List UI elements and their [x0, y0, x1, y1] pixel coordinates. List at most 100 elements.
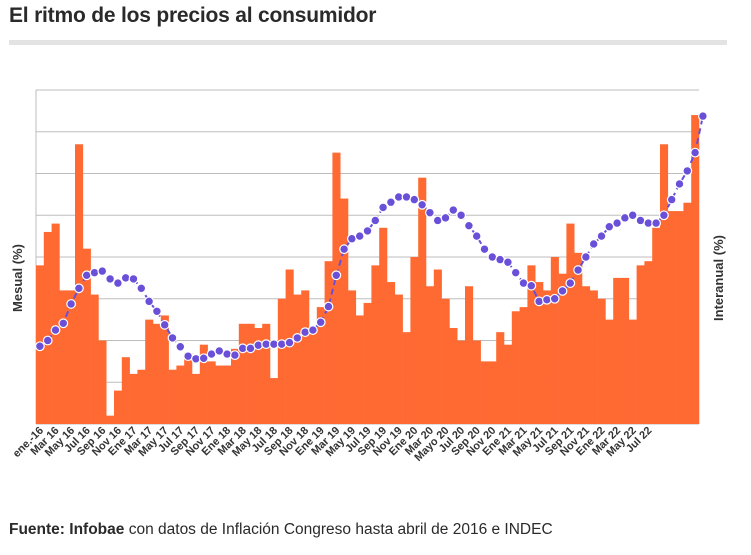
- annual-point: [440, 212, 451, 223]
- bar: [301, 290, 310, 424]
- annual-point: [417, 199, 428, 210]
- bar: [324, 261, 333, 424]
- bar: [511, 311, 520, 424]
- annual-point: [612, 218, 622, 228]
- annual-point: [409, 194, 420, 205]
- bar: [231, 348, 240, 424]
- bar: [394, 294, 403, 424]
- annual-point: [331, 270, 342, 281]
- bar: [433, 269, 442, 424]
- y-axis-label-left: Mesual (%): [10, 244, 25, 312]
- bar: [277, 298, 286, 424]
- bar: [496, 332, 505, 424]
- annual-point: [604, 221, 615, 232]
- annual-point: [284, 337, 295, 348]
- annual-point: [378, 202, 389, 213]
- bar: [355, 315, 364, 424]
- annual-point: [97, 266, 108, 276]
- annual-point: [627, 210, 638, 221]
- annual-point: [698, 111, 708, 121]
- bar: [340, 198, 349, 424]
- bar: [402, 332, 411, 424]
- annual-point: [651, 218, 661, 228]
- annual-point: [370, 215, 381, 226]
- annual-point: [339, 244, 350, 255]
- annual-point: [105, 274, 115, 284]
- bar: [215, 365, 224, 424]
- bar: [488, 361, 497, 425]
- annual-point: [315, 317, 326, 328]
- annual-point: [175, 341, 186, 352]
- bar: [441, 298, 450, 424]
- annual-point: [167, 332, 178, 343]
- bar: [574, 252, 583, 424]
- bar: [199, 344, 208, 425]
- annual-point: [354, 231, 365, 242]
- bar: [667, 211, 676, 424]
- annual-point: [674, 179, 685, 189]
- annual-point: [386, 197, 396, 208]
- source-label: Fuente:: [9, 521, 65, 538]
- bar: [683, 202, 692, 424]
- bar: [160, 315, 169, 424]
- bar: [543, 290, 552, 424]
- annual-point: [464, 220, 474, 231]
- annual-point: [534, 296, 544, 307]
- bar: [106, 415, 115, 424]
- annual-point: [50, 325, 61, 335]
- bar: [192, 373, 201, 424]
- bar: [519, 307, 528, 424]
- annual-point: [128, 274, 139, 284]
- bar: [207, 361, 216, 425]
- bar: [153, 323, 162, 424]
- annual-point: [549, 293, 560, 304]
- bar: [262, 323, 271, 424]
- annual-point: [120, 272, 131, 283]
- annual-point: [448, 205, 459, 215]
- chart-title: El ritmo de los precios al consumidor: [9, 4, 377, 27]
- annual-point: [596, 231, 607, 242]
- bar: [114, 390, 123, 424]
- bar: [184, 353, 193, 424]
- annual-point: [479, 244, 490, 255]
- bar: [168, 369, 177, 424]
- bar: [316, 307, 325, 424]
- bar: [589, 290, 598, 424]
- annual-point: [89, 267, 100, 278]
- bar: [238, 323, 247, 424]
- annual-point: [276, 339, 287, 350]
- bar: [426, 286, 435, 425]
- annual-point: [503, 257, 513, 268]
- annual-point: [581, 252, 591, 262]
- annual-point: [222, 349, 233, 359]
- annual-point: [573, 265, 583, 275]
- bar: [550, 257, 559, 424]
- bar: [675, 211, 684, 424]
- bar: [363, 302, 372, 425]
- bar: [98, 340, 107, 424]
- bar: [59, 290, 68, 424]
- annual-point: [425, 207, 435, 218]
- bar: [82, 248, 91, 424]
- bar: [621, 277, 630, 425]
- bar: [597, 298, 606, 424]
- annual-point: [253, 340, 264, 351]
- bar: [566, 223, 575, 424]
- annual-point: [588, 239, 599, 249]
- annual-point: [510, 267, 521, 278]
- bar: [293, 294, 302, 424]
- bar: [43, 231, 52, 424]
- bar: [613, 277, 622, 425]
- bar: [129, 373, 138, 424]
- annual-point: [666, 194, 677, 205]
- annual-line: [35, 111, 708, 364]
- bar: [480, 361, 489, 425]
- bar: [67, 290, 76, 424]
- annual-point: [690, 147, 700, 158]
- annual-point: [73, 283, 84, 294]
- bar: [527, 265, 536, 424]
- bar: [582, 286, 591, 425]
- bar: [504, 344, 513, 425]
